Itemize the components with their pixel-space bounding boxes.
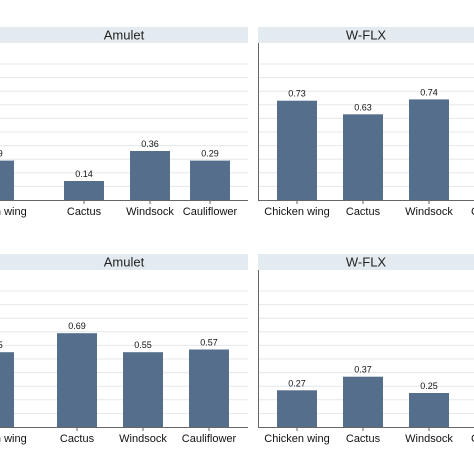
x-tick-label: Windsock — [405, 433, 453, 445]
panel-strip — [0, 27, 248, 43]
bar — [123, 352, 163, 427]
chart-panel-3: Amulet 0.55 Chicken wing 0.69 Cactus 0.55 Wind… — [0, 254, 248, 445]
x-tick-label: Windsock — [126, 206, 174, 218]
bar — [409, 393, 449, 427]
data-label: 0.55 — [134, 340, 152, 350]
x-tick-label: Cauliflower — [183, 206, 238, 218]
panel-strip — [0, 254, 248, 270]
data-label: 0.36 — [141, 139, 159, 149]
bar — [277, 100, 317, 200]
data-label: 0.37 — [354, 365, 372, 375]
data-label: 0.57 — [200, 338, 218, 348]
panel-title: W-FLX — [346, 255, 387, 270]
bar — [343, 376, 383, 427]
bar — [409, 99, 449, 200]
bar — [189, 349, 229, 427]
data-label: 0.29 — [201, 149, 219, 159]
bar — [64, 181, 104, 200]
chart-panel-1: Amulet 0.29 Chicken wing 0.14 Cactus 0.36 Wind… — [0, 27, 248, 218]
bar — [57, 333, 97, 427]
panel-title: Amulet — [104, 255, 145, 270]
x-tick-label: Cactus — [346, 433, 381, 445]
chart-panel-2: W-FLX 0.73 Chicken wing 0.63 Cactus 0.74 Winds… — [258, 27, 474, 218]
x-tick-label-cutoff: C — [471, 433, 474, 445]
x-tick-label: Cactus — [60, 433, 95, 445]
data-label: 0.55 — [0, 340, 3, 350]
panel-title: Amulet — [104, 28, 145, 43]
x-tick-label: Chicken wing — [264, 433, 329, 445]
data-label: 0.73 — [288, 89, 306, 99]
bar — [0, 160, 14, 200]
panel-strip — [258, 254, 474, 270]
x-tick-label: Cauliflower — [182, 433, 237, 445]
bar — [130, 151, 170, 200]
panel-title: W-FLX — [346, 28, 387, 43]
bar — [277, 390, 317, 427]
x-tick-label: Cactus — [67, 206, 102, 218]
bar — [343, 114, 383, 200]
panel-strip — [258, 27, 474, 43]
chart-panel-4: W-FLX 0.27 Chicken wing 0.37 Cactus 0.25 Winds… — [258, 254, 474, 445]
x-tick-label: Windsock — [405, 206, 453, 218]
x-tick-label-cutoff: C — [471, 206, 474, 218]
x-tick-label: Chicken wing — [264, 206, 329, 218]
data-label: 0.69 — [68, 321, 86, 331]
data-label: 0.74 — [420, 87, 438, 97]
x-tick-label: Chicken wing — [0, 206, 27, 218]
data-label: 0.25 — [420, 381, 438, 391]
bar — [190, 160, 230, 200]
data-label: 0.29 — [0, 149, 3, 159]
data-label: 0.27 — [288, 378, 306, 388]
data-label: 0.63 — [354, 102, 372, 112]
bar — [0, 352, 14, 427]
x-tick-label: Cactus — [346, 206, 381, 218]
data-label: 0.14 — [75, 169, 93, 179]
x-tick-label: Chicken wing — [0, 433, 27, 445]
x-tick-label: Windsock — [119, 433, 167, 445]
